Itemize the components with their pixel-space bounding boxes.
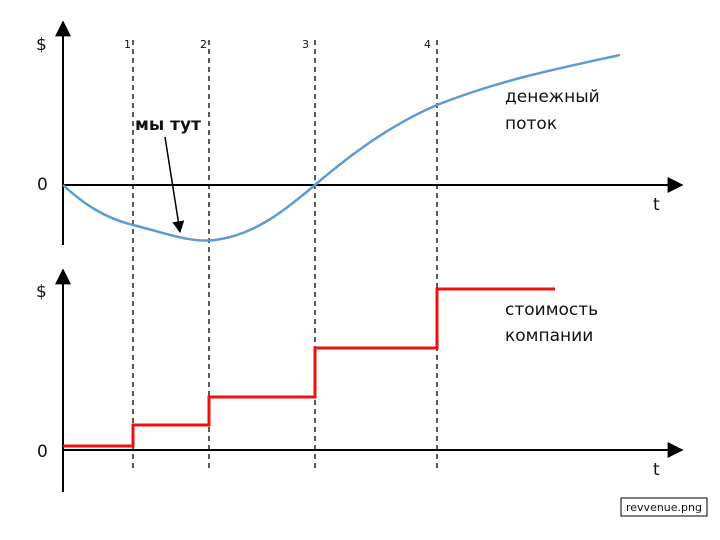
annotation-arrow (164, 136, 185, 234)
curve-label: компании (505, 326, 593, 346)
x-axis-label: t (653, 460, 660, 480)
cash-flow-curve (62, 53, 621, 242)
zero-label: 0 (37, 175, 48, 195)
curve-label: поток (505, 114, 557, 134)
stage-marker: 2 (200, 38, 207, 51)
stage-marker: 1 (124, 38, 131, 51)
file-label-box (620, 497, 708, 517)
y-axis-label: $ (36, 282, 47, 302)
x-axis-label: t (653, 195, 660, 215)
curve-label: стоимость (505, 300, 598, 320)
curve-label: денежный (505, 87, 600, 107)
stage-marker: 4 (424, 38, 431, 51)
file-label: revvenue.png (626, 501, 702, 514)
annotation: мы тут (135, 115, 201, 135)
stage-marker: 3 (302, 38, 309, 51)
y-axis-label: $ (36, 35, 47, 55)
zero-label: 0 (37, 442, 48, 462)
company-value-steps (63, 287, 555, 448)
